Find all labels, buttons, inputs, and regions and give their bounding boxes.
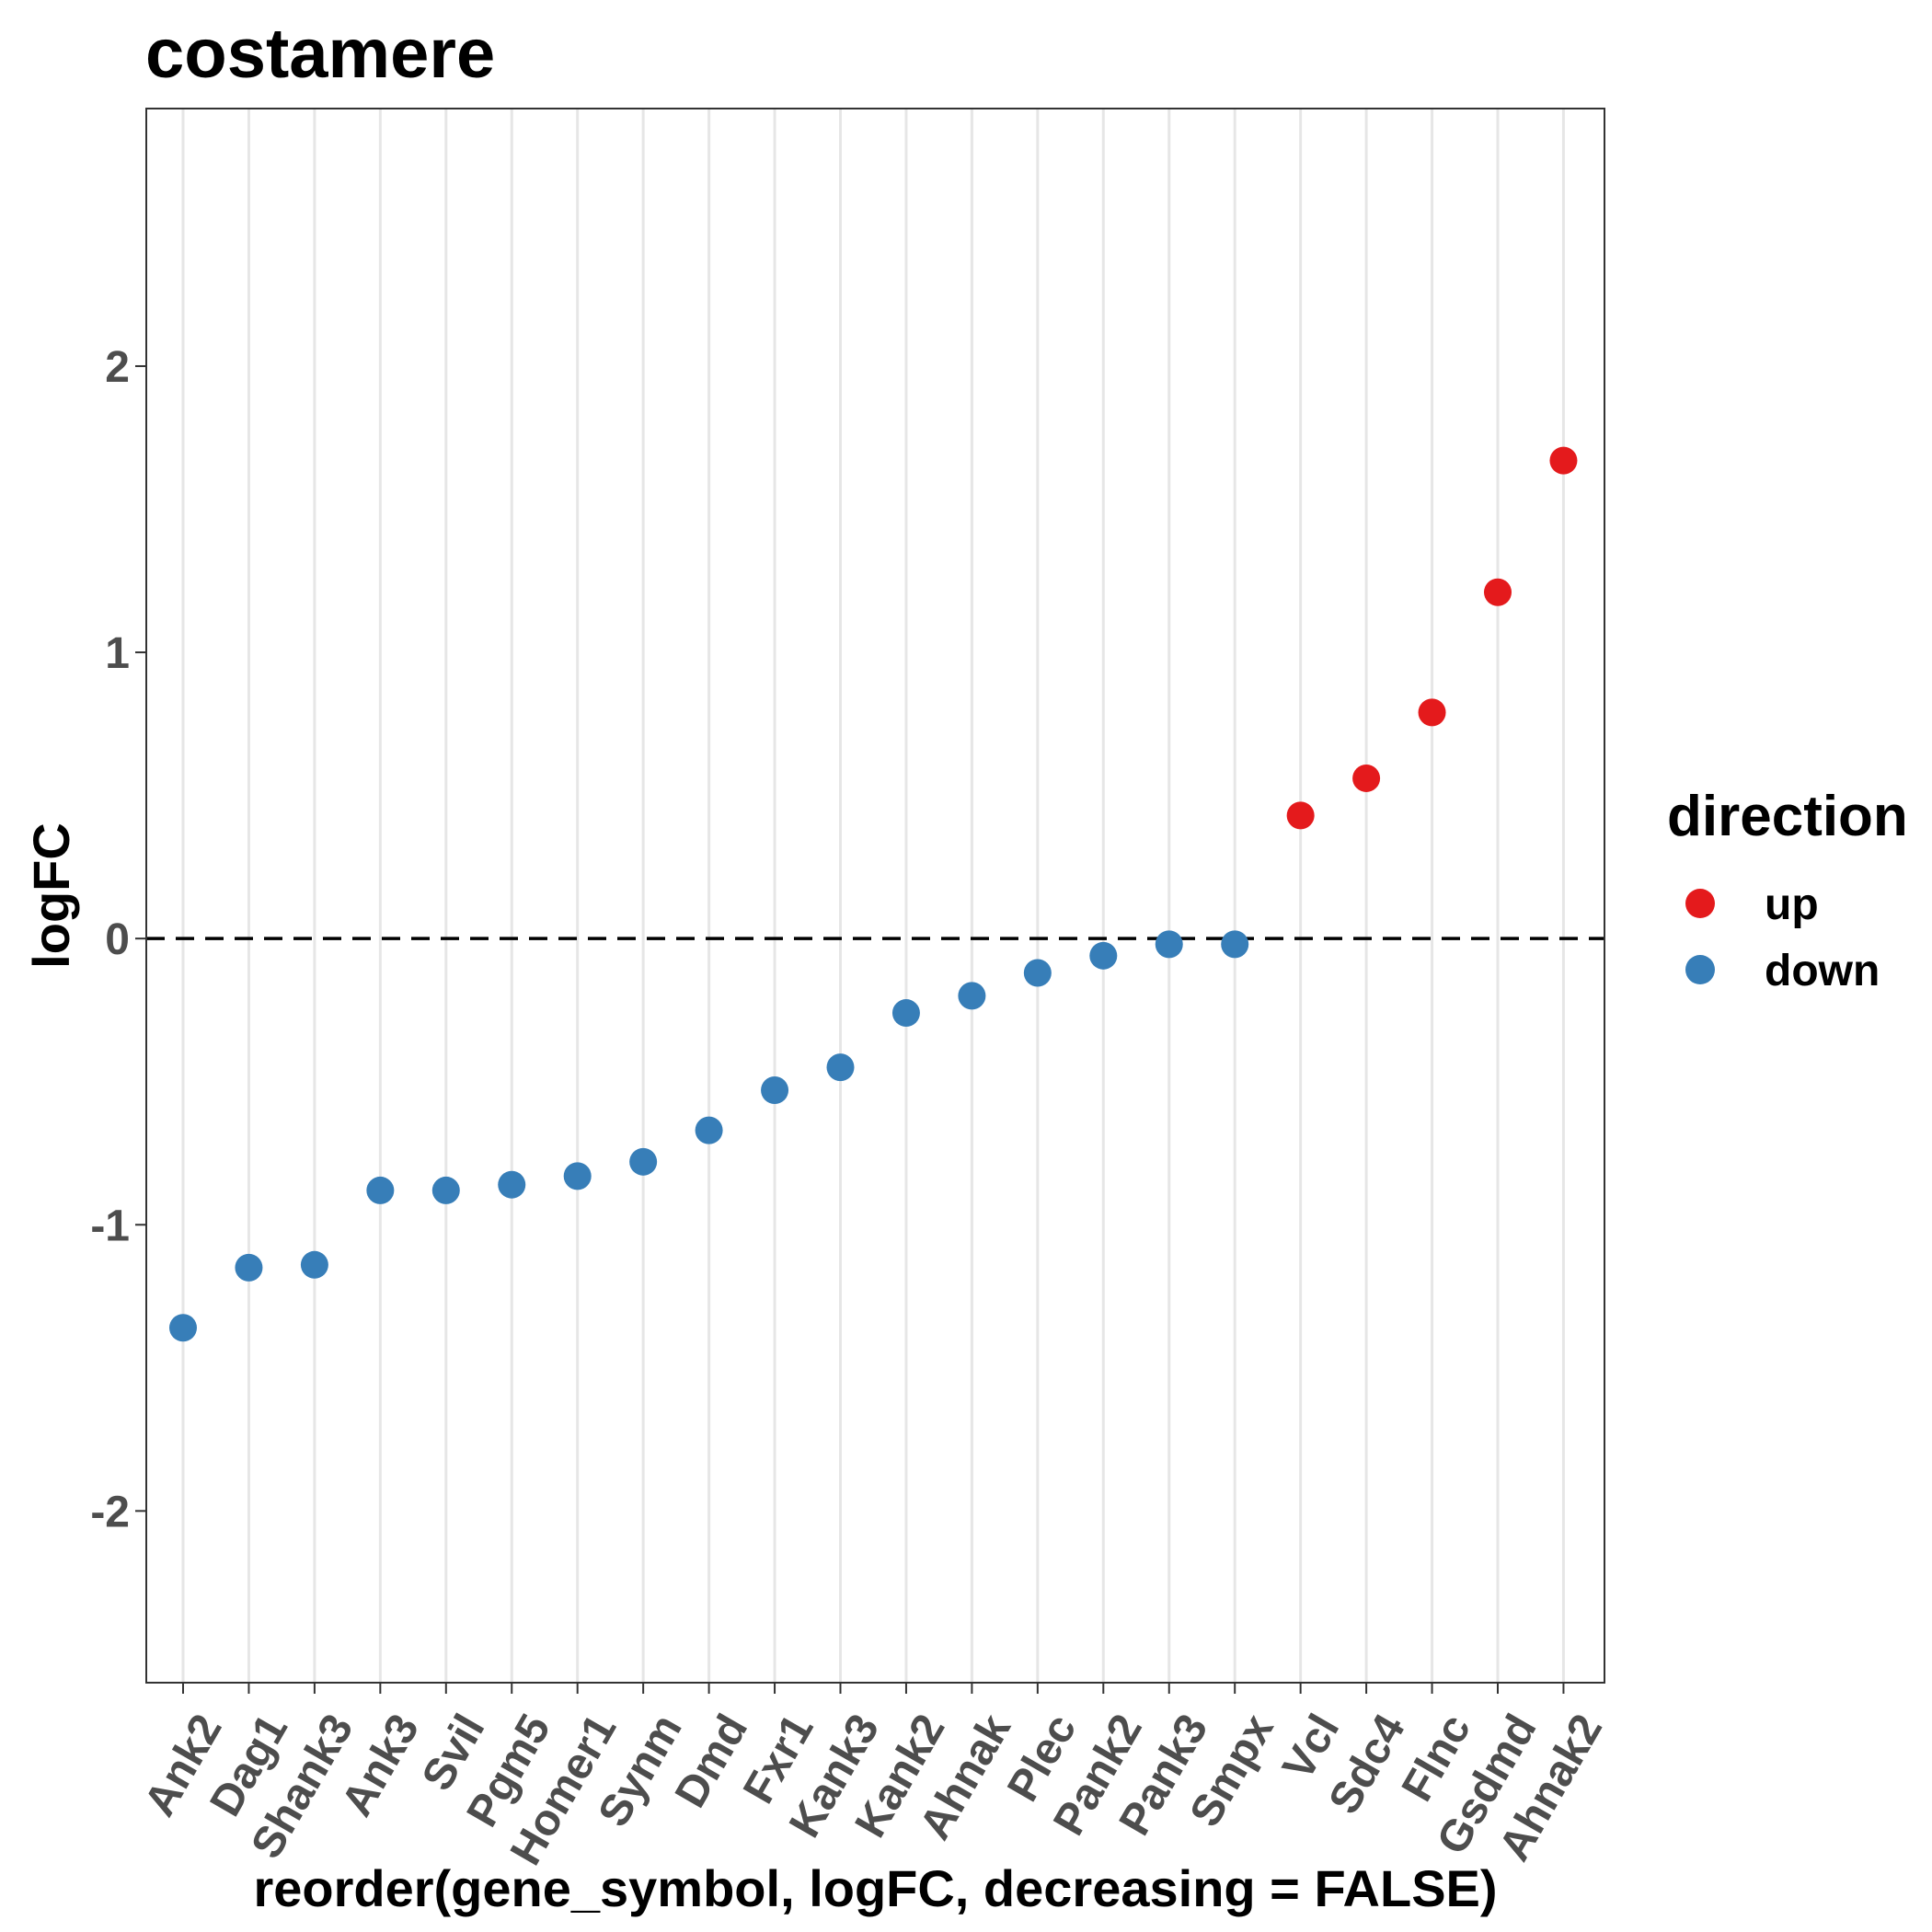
legend: direction up down bbox=[1667, 785, 1908, 995]
point-kank2 bbox=[891, 999, 920, 1028]
legend-label-down: down bbox=[1765, 947, 1880, 995]
legend-title: direction bbox=[1667, 785, 1908, 848]
y-tick-label: 0 bbox=[105, 915, 130, 964]
data-points bbox=[169, 446, 1578, 1342]
legend-key-down bbox=[1685, 955, 1715, 984]
point-plec bbox=[1023, 959, 1052, 987]
y-axis-title: logFC bbox=[22, 822, 80, 969]
point-pank2 bbox=[1089, 941, 1118, 970]
y-tick-label: -1 bbox=[90, 1202, 130, 1250]
y-axis: -2 -1 0 1 2 bbox=[90, 343, 146, 1536]
point-smpx bbox=[1221, 930, 1249, 959]
point-dag1 bbox=[235, 1253, 263, 1282]
x-axis: Ank2Dag1Shank3Ank3SvilPgm5Homer1SynmDmdF… bbox=[135, 1683, 1612, 1873]
point-dmd bbox=[695, 1116, 723, 1144]
point-homer1 bbox=[563, 1162, 592, 1190]
point-ank2 bbox=[169, 1314, 197, 1342]
point-ahnak bbox=[958, 982, 986, 1010]
y-tick-label: 2 bbox=[105, 343, 130, 392]
point-shank3 bbox=[300, 1250, 328, 1279]
chart-title: costamere bbox=[145, 15, 495, 93]
point-fxr1 bbox=[761, 1076, 789, 1105]
point-sdc4 bbox=[1352, 764, 1381, 792]
y-tick-label: -2 bbox=[90, 1488, 130, 1536]
legend-key-up bbox=[1685, 889, 1715, 918]
point-svil bbox=[431, 1176, 460, 1204]
gridlines bbox=[181, 109, 1565, 1683]
x-tick-label-dmd: Dmd bbox=[666, 1707, 757, 1816]
point-kank3 bbox=[826, 1053, 855, 1082]
point-synm bbox=[629, 1147, 658, 1176]
point-ahnak2 bbox=[1549, 446, 1578, 475]
legend-label-up: up bbox=[1765, 880, 1819, 929]
point-pank3 bbox=[1155, 930, 1183, 959]
point-ank3 bbox=[366, 1176, 395, 1204]
point-pgm5 bbox=[498, 1170, 526, 1199]
x-axis-title: reorder(gene_symbol, logFC, decreasing =… bbox=[253, 1859, 1497, 1917]
y-tick-label: 1 bbox=[105, 629, 130, 678]
point-flnc bbox=[1418, 698, 1446, 727]
plot-panel bbox=[145, 108, 1605, 1684]
point-gsdmd bbox=[1484, 578, 1512, 606]
point-vcl bbox=[1286, 801, 1315, 830]
